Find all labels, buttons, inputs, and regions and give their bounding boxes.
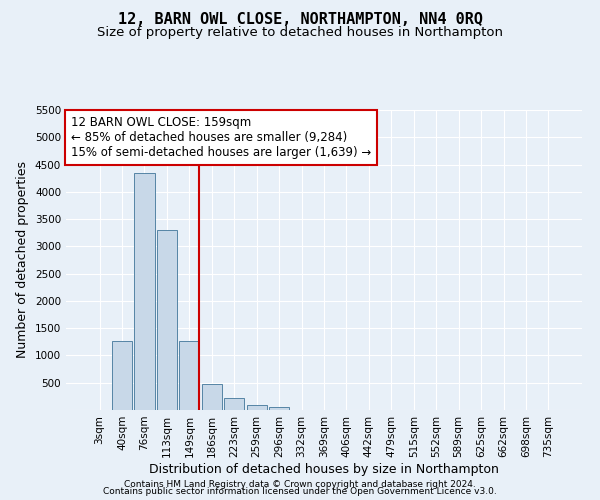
Bar <box>157 230 177 410</box>
Y-axis label: Number of detached properties: Number of detached properties <box>16 162 29 358</box>
Text: Contains public sector information licensed under the Open Government Licence v3: Contains public sector information licen… <box>103 488 497 496</box>
Bar <box>202 384 222 410</box>
Text: 12, BARN OWL CLOSE, NORTHAMPTON, NN4 0RQ: 12, BARN OWL CLOSE, NORTHAMPTON, NN4 0RQ <box>118 12 482 28</box>
Bar <box>247 404 267 410</box>
Bar <box>224 398 244 410</box>
X-axis label: Distribution of detached houses by size in Northampton: Distribution of detached houses by size … <box>149 462 499 475</box>
Text: Size of property relative to detached houses in Northampton: Size of property relative to detached ho… <box>97 26 503 39</box>
Text: Contains HM Land Registry data © Crown copyright and database right 2024.: Contains HM Land Registry data © Crown c… <box>124 480 476 489</box>
Bar <box>134 172 155 410</box>
Bar <box>112 342 132 410</box>
Bar <box>269 406 289 410</box>
Text: 12 BARN OWL CLOSE: 159sqm
← 85% of detached houses are smaller (9,284)
15% of se: 12 BARN OWL CLOSE: 159sqm ← 85% of detac… <box>71 116 371 159</box>
Bar <box>179 340 199 410</box>
